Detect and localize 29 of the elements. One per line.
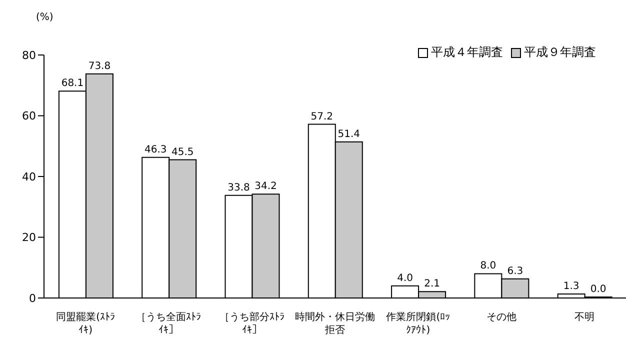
x-tick-label: その他 xyxy=(486,311,516,323)
data-label: 34.2 xyxy=(254,181,277,192)
data-label: 1.3 xyxy=(563,281,580,292)
data-label: 68.1 xyxy=(61,78,84,90)
data-label: 8.0 xyxy=(480,260,496,272)
data-label: 33.8 xyxy=(228,182,250,194)
data-label: 6.3 xyxy=(507,266,524,277)
x-tick-label: 作業所閉鎖(ﾛｯｸｱｳﾄ) xyxy=(385,311,450,336)
data-label: 46.3 xyxy=(144,144,167,156)
y-tick-label: 80 xyxy=(22,48,36,62)
x-tick-label: ［うち部分ｽﾄﾗｲｷ］ xyxy=(219,311,284,336)
data-label: 57.2 xyxy=(310,111,334,122)
data-label: 73.8 xyxy=(88,60,111,72)
y-tick-label: 60 xyxy=(22,110,36,123)
data-label: 45.5 xyxy=(171,146,194,158)
y-tick-label: 40 xyxy=(22,170,36,184)
x-tick-label: ［うち全面ｽﾄﾗｲｷ］ xyxy=(136,311,202,336)
data-label: 0.0 xyxy=(590,284,606,295)
y-axis-title: (%) xyxy=(36,12,54,23)
x-tick-label: 時間外・休日労働拒否 xyxy=(295,311,375,336)
data-label: 2.1 xyxy=(424,278,440,290)
x-tick-label: 同盟罷業(ｽﾄﾗｲｷ) xyxy=(56,311,116,336)
data-label: 4.0 xyxy=(397,272,413,284)
legend-label: 平成４年調査 xyxy=(430,44,503,61)
legend-label: 平成９年調査 xyxy=(523,44,596,61)
y-tick-label: 0 xyxy=(29,292,36,305)
y-tick-label: 20 xyxy=(22,231,36,244)
data-label: 51.4 xyxy=(338,128,360,140)
x-tick-label: 不明 xyxy=(574,312,594,323)
